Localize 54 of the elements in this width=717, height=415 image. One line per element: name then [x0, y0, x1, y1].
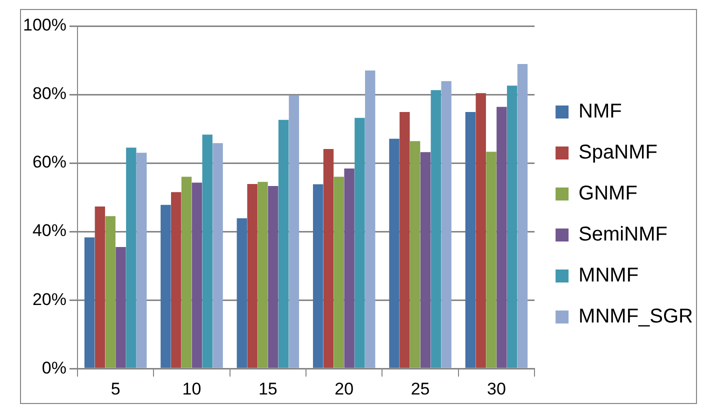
- bar: [192, 182, 202, 368]
- bar: [506, 86, 518, 368]
- bar: [84, 237, 95, 368]
- bar: [202, 134, 212, 368]
- bar: [105, 216, 116, 368]
- legend-label: SpaNMF: [578, 142, 658, 164]
- bar: [258, 182, 268, 368]
- legend-label: NMF: [578, 100, 622, 123]
- bar: [268, 186, 278, 368]
- bar: [212, 143, 223, 368]
- bar: [496, 106, 507, 368]
- y-tick-label: 20%: [32, 290, 66, 309]
- y-tick-label: 60%: [32, 152, 66, 172]
- legend-label: MNMF_SGR: [578, 306, 694, 328]
- bar: [247, 184, 258, 368]
- bar: [160, 204, 171, 368]
- bar: [365, 70, 376, 368]
- bar: [476, 93, 486, 368]
- bar: [410, 141, 420, 368]
- bar: [354, 118, 365, 368]
- bar: [323, 148, 334, 368]
- legend-label: SemiNMF: [578, 224, 668, 246]
- bar: [94, 206, 106, 368]
- x-tick-label: 15: [258, 379, 278, 398]
- bar: [430, 90, 442, 368]
- x-tick-label: 5: [110, 379, 120, 398]
- legend-label: GNMF: [578, 182, 638, 205]
- legend-label: MNMF: [578, 264, 639, 287]
- x-tick-label: 30: [487, 379, 506, 398]
- x-tick-label: 20: [334, 379, 354, 398]
- bar: [136, 152, 147, 368]
- x-tick-label: 25: [410, 379, 430, 398]
- bar: [116, 246, 126, 368]
- bar: [312, 184, 324, 368]
- bar: [236, 218, 247, 368]
- bar: [486, 152, 496, 368]
- bar: [171, 192, 182, 368]
- bar: [278, 120, 289, 368]
- bar: [181, 176, 192, 368]
- y-tick-label: 80%: [32, 84, 66, 104]
- bar: [334, 176, 344, 368]
- y-tick-label: 100%: [22, 16, 66, 35]
- bar: [126, 148, 136, 368]
- bar: [400, 112, 410, 368]
- bar: [288, 95, 300, 368]
- bar: [389, 138, 400, 368]
- bar: [420, 152, 431, 368]
- bar: [344, 168, 354, 368]
- bar: [465, 112, 476, 368]
- y-tick-label: 40%: [32, 221, 66, 240]
- y-tick-label: 0%: [42, 358, 66, 378]
- bar: [441, 81, 452, 368]
- bar: [517, 64, 528, 368]
- x-tick-label: 10: [182, 379, 202, 398]
